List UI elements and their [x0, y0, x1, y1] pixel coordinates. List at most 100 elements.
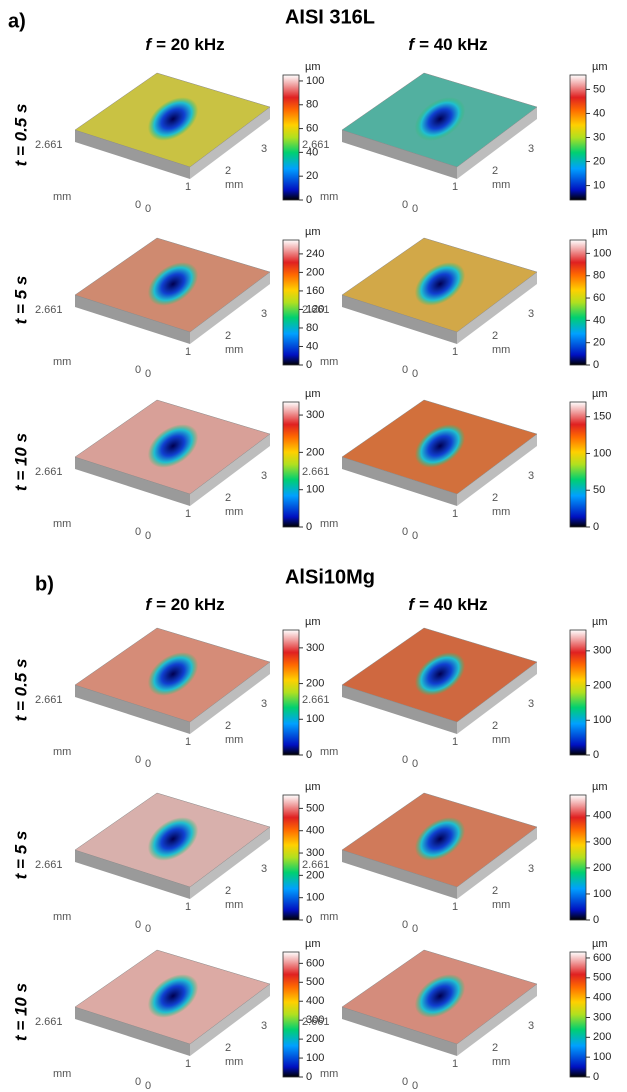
column-header: f = 20 kHz: [145, 35, 224, 54]
axis-unit: mm: [53, 746, 71, 758]
surface-pit: [147, 424, 199, 468]
axis-label: 3: [528, 308, 534, 320]
surface-side: [75, 295, 190, 344]
axis-unit: mm: [492, 506, 510, 518]
axis-unit: mm: [225, 344, 243, 356]
axis-label: 0: [402, 199, 408, 211]
axis-label: 1: [452, 181, 458, 193]
colorbar-tick-label: 20: [593, 337, 605, 349]
axis-label: 0: [145, 530, 151, 542]
axis-unit: mm: [492, 344, 510, 356]
axis-unit: mm: [53, 911, 71, 923]
surface-pit: [147, 974, 199, 1018]
axis-unit: mm: [53, 191, 71, 203]
axis-label: 0: [145, 923, 151, 935]
colorbar-tick-label: 100: [593, 714, 611, 726]
axis-label: 2.661: [35, 139, 63, 151]
row-label: t = 5 s: [11, 831, 30, 880]
axis-unit: mm: [320, 191, 338, 203]
axis-label: 2.661: [302, 139, 330, 151]
axis-unit: mm: [320, 1068, 338, 1080]
axis-label: 0: [402, 1076, 408, 1088]
surface-pit: [414, 262, 466, 306]
colorbar-tick-label: 240: [306, 248, 324, 260]
axis-label: 3: [261, 143, 267, 155]
surface-side: [457, 272, 537, 344]
colorbar-tick-label: 50: [593, 484, 605, 496]
colorbar-tick-label: 200: [306, 1033, 324, 1045]
axis-label: 3: [528, 698, 534, 710]
axis-label: 2: [492, 492, 498, 504]
axis-label: 0: [412, 368, 418, 380]
colorbar-tick-label: 80: [593, 270, 605, 282]
colorbar-unit: µm: [592, 938, 608, 950]
axis-unit: mm: [320, 746, 338, 758]
panel-label: a): [8, 10, 26, 32]
frequency-value: = 20 kHz: [156, 35, 225, 54]
axis-label: 2: [225, 330, 231, 342]
axis-label: 0: [135, 1076, 141, 1088]
axis-label: 3: [261, 698, 267, 710]
row-label: t = 10 s: [11, 433, 30, 491]
axis-label: 0: [412, 203, 418, 215]
colorbar: [282, 794, 300, 921]
colorbar-tick-label: 200: [593, 862, 611, 874]
colorbar-tick-label: 500: [593, 972, 611, 984]
colorbar-tick-label: 100: [593, 888, 611, 900]
axis-unit: mm: [225, 1056, 243, 1068]
axis-unit: mm: [492, 734, 510, 746]
surface-side: [75, 130, 190, 179]
axis-unit: mm: [492, 1056, 510, 1068]
surface-side: [342, 130, 457, 179]
axis-label: 1: [185, 181, 191, 193]
colorbar-tick-label: 0: [306, 914, 312, 926]
colorbar-tick-label: 300: [593, 645, 611, 657]
colorbar-tick-label: 400: [306, 825, 324, 837]
axis-label: 3: [261, 1020, 267, 1032]
surface-side: [190, 272, 270, 344]
axis-label: 0: [412, 1080, 418, 1092]
column-header: f = 40 kHz: [408, 35, 487, 54]
colorbar-unit: µm: [305, 388, 321, 400]
axis-label: 0: [412, 530, 418, 542]
surface-side: [342, 295, 457, 344]
axis-label: 2.661: [35, 694, 63, 706]
colorbar-tick-label: 100: [593, 447, 611, 459]
axis-unit: mm: [320, 911, 338, 923]
colorbar: [569, 951, 587, 1078]
axis-label: 2: [225, 720, 231, 732]
colorbar-tick-label: 300: [593, 1011, 611, 1023]
axis-label: 1: [185, 901, 191, 913]
colorbar-tick-label: 0: [306, 194, 312, 206]
colorbar-tick-label: 300: [306, 1014, 324, 1026]
colorbar-tick-label: 500: [306, 802, 324, 814]
axis-unit: mm: [320, 518, 338, 530]
surface-side: [75, 457, 190, 506]
axis-label: 0: [402, 364, 408, 376]
colorbar-tick-label: 0: [306, 749, 312, 761]
colorbar-tick-label: 50: [593, 83, 605, 95]
panel-title: AlSi10Mg: [285, 566, 375, 588]
axis-unit: mm: [320, 356, 338, 368]
axis-unit: mm: [492, 179, 510, 191]
axis-label: 3: [528, 863, 534, 875]
axis-unit: mm: [225, 179, 243, 191]
axis-label: 2: [225, 165, 231, 177]
axis-label: 1: [452, 346, 458, 358]
colorbar-tick-label: 400: [593, 810, 611, 822]
colorbar: [282, 629, 300, 756]
colorbar-tick-label: 0: [593, 749, 599, 761]
colorbar-tick-label: 300: [306, 409, 324, 421]
colorbar-tick-label: 100: [306, 1052, 324, 1064]
surface-pit: [414, 424, 466, 468]
colorbar-tick-label: 60: [306, 122, 318, 134]
colorbar-tick-label: 200: [593, 679, 611, 691]
colorbar: [282, 401, 300, 528]
axis-label: 2.661: [302, 1016, 330, 1028]
axis-label: 2.661: [35, 466, 63, 478]
colorbar-tick-label: 80: [306, 99, 318, 111]
colorbar-tick-label: 100: [306, 892, 324, 904]
axis-label: 3: [261, 470, 267, 482]
colorbar-tick-label: 10: [593, 179, 605, 191]
axis-label: 2: [492, 885, 498, 897]
